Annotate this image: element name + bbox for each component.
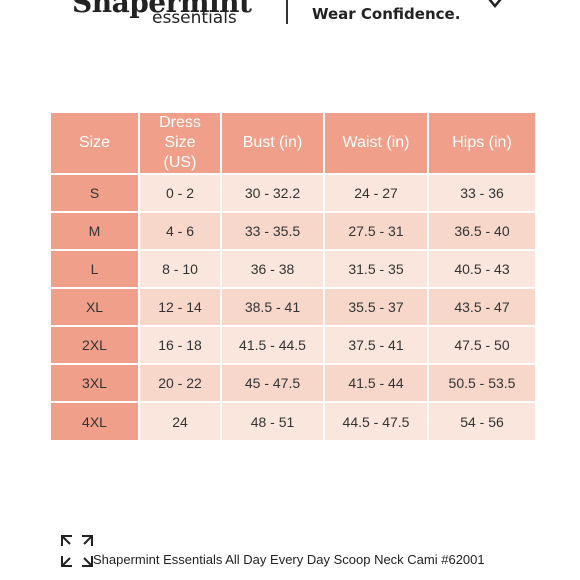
hips-value: 43.5 - 47 [428, 287, 535, 326]
column-header-bust: Bust (in) [221, 113, 325, 174]
size-label: L [51, 249, 140, 288]
expand-icon[interactable] [60, 534, 94, 568]
bust-value: 33 - 35.5 [221, 211, 325, 250]
column-header-dress-size: Dress Size (US) [139, 113, 222, 174]
bust-value: 30 - 32.2 [221, 173, 325, 212]
dress-size-value: 20 - 22 [139, 363, 222, 402]
hips-value: 33 - 36 [428, 173, 535, 212]
brand-tagline: Wear Confidence. [312, 5, 461, 23]
dress-size-value: 4 - 6 [139, 211, 222, 250]
size-label: 4XL [51, 401, 140, 440]
waist-value: 27.5 - 31 [324, 211, 429, 250]
header-divider [286, 0, 288, 24]
hips-value: 47.5 - 50 [428, 325, 535, 364]
table-row: 2XL 16 - 18 41.5 - 44.5 37.5 - 41 47.5 -… [51, 325, 535, 364]
waist-value: 31.5 - 35 [324, 249, 429, 288]
dress-size-value: 8 - 10 [139, 249, 222, 288]
table-row: S 0 - 2 30 - 32.2 24 - 27 33 - 36 [51, 173, 535, 212]
brand-logo-sub: essentials [152, 8, 237, 28]
heart-icon [488, 0, 502, 8]
waist-value: 35.5 - 37 [324, 287, 429, 326]
bust-value: 45 - 47.5 [221, 363, 325, 402]
hips-value: 36.5 - 40 [428, 211, 535, 250]
column-header-hips: Hips (in) [428, 113, 535, 174]
dress-size-value: 12 - 14 [139, 287, 222, 326]
hips-value: 50.5 - 53.5 [428, 363, 535, 402]
waist-value: 37.5 - 41 [324, 325, 429, 364]
size-label: 3XL [51, 363, 140, 402]
table-row: 4XL 24 48 - 51 44.5 - 47.5 54 - 56 [51, 401, 535, 440]
dress-size-value: 24 [139, 401, 222, 440]
bust-value: 38.5 - 41 [221, 287, 325, 326]
brand-header: Shapermint essentials Wear Confidence. [0, 0, 580, 40]
table-row: M 4 - 6 33 - 35.5 27.5 - 31 36.5 - 40 [51, 211, 535, 250]
bust-value: 48 - 51 [221, 401, 325, 440]
size-chart-header-row: Size Dress Size (US) Bust (in) Waist (in… [51, 113, 535, 174]
table-row: L 8 - 10 36 - 38 31.5 - 35 40.5 - 43 [51, 249, 535, 288]
dress-size-value: 0 - 2 [139, 173, 222, 212]
hips-value: 54 - 56 [428, 401, 535, 440]
size-label: S [51, 173, 140, 212]
size-label: XL [51, 287, 140, 326]
bust-value: 36 - 38 [221, 249, 325, 288]
size-chart-table: Size Dress Size (US) Bust (in) Waist (in… [51, 113, 535, 440]
waist-value: 44.5 - 47.5 [324, 401, 429, 440]
table-row: XL 12 - 14 38.5 - 41 35.5 - 37 43.5 - 47 [51, 287, 535, 326]
product-caption: Shapermint Essentials All Day Every Day … [93, 552, 485, 567]
column-header-size: Size [51, 113, 140, 174]
size-label: M [51, 211, 140, 250]
table-row: 3XL 20 - 22 45 - 47.5 41.5 - 44 50.5 - 5… [51, 363, 535, 402]
brand-logo-name: Shapermint [72, 0, 252, 19]
dress-size-value: 16 - 18 [139, 325, 222, 364]
size-label: 2XL [51, 325, 140, 364]
column-header-waist: Waist (in) [324, 113, 429, 174]
waist-value: 24 - 27 [324, 173, 429, 212]
bust-value: 41.5 - 44.5 [221, 325, 325, 364]
waist-value: 41.5 - 44 [324, 363, 429, 402]
hips-value: 40.5 - 43 [428, 249, 535, 288]
